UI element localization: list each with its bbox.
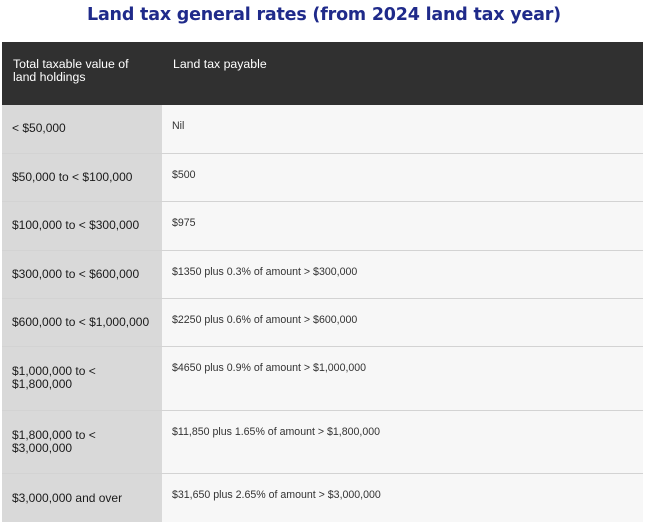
table-row: $1,800,000 to < $3,000,000 $11,850 plus …: [2, 410, 643, 475]
taxable-value-text: $300,000 to < $600,000: [12, 266, 140, 281]
taxable-value-cell: $100,000 to < $300,000: [2, 201, 162, 251]
table-row: < $50,000 Nil: [2, 105, 643, 154]
table-row: $100,000 to < $300,000 $975: [2, 201, 643, 251]
land-tax-payable-cell: $975: [162, 201, 643, 251]
table-row: $3,000,000 and over $31,650 plus 2.65% o…: [2, 473, 643, 522]
table-row: $300,000 to < $600,000 $1350 plus 0.3% o…: [2, 250, 643, 299]
column-header-land-tax-payable: Land tax payable: [162, 42, 643, 105]
table-row: $600,000 to < $1,000,000 $2250 plus 0.6%…: [2, 298, 643, 348]
land-tax-payable-cell: $2250 plus 0.6% of amount > $600,000: [162, 298, 643, 348]
taxable-value-cell: $300,000 to < $600,000: [2, 250, 162, 299]
land-tax-payable-cell: $4650 plus 0.9% of amount > $1,000,000: [162, 346, 643, 411]
land-tax-payable-cell: $500: [162, 153, 643, 203]
page-title: Land tax general rates (from 2024 land t…: [87, 5, 561, 25]
land-tax-payable-cell: $11,850 plus 1.65% of amount > $1,800,00…: [162, 410, 643, 475]
table-row: $1,000,000 to < $1,800,000 $4650 plus 0.…: [2, 346, 643, 411]
taxable-value-cell: < $50,000: [2, 105, 162, 154]
taxable-value-text: $50,000 to < $100,000: [12, 170, 133, 185]
table-row: $50,000 to < $100,000 $500: [2, 153, 643, 203]
table-header-row: Total taxable value of land holdings Lan…: [2, 42, 643, 105]
land-tax-payable-cell: $1350 plus 0.3% of amount > $300,000: [162, 250, 643, 299]
land-tax-payable-cell: Nil: [162, 105, 643, 154]
taxable-value-cell: $3,000,000 and over: [2, 473, 162, 522]
column-header-taxable-value: Total taxable value of land holdings: [2, 42, 162, 105]
land-tax-payable-cell: $31,650 plus 2.65% of amount > $3,000,00…: [162, 473, 643, 522]
taxable-value-cell: $1,000,000 to < $1,800,000: [2, 346, 162, 411]
taxable-value-text: < $50,000: [12, 121, 66, 136]
taxable-value-cell: $1,800,000 to < $3,000,000: [2, 410, 162, 475]
taxable-value-text: $1,800,000 to < $3,000,000: [12, 427, 96, 455]
taxable-value-text: $1,000,000 to < $1,800,000: [12, 364, 96, 392]
taxable-value-text: $600,000 to < $1,000,000: [12, 315, 150, 330]
taxable-value-cell: $50,000 to < $100,000: [2, 153, 162, 203]
taxable-value-cell: $600,000 to < $1,000,000: [2, 298, 162, 348]
taxable-value-text: $100,000 to < $300,000: [12, 218, 140, 233]
land-tax-rates-table: Total taxable value of land holdings Lan…: [2, 42, 643, 522]
taxable-value-text: $3,000,000 and over: [12, 490, 123, 505]
